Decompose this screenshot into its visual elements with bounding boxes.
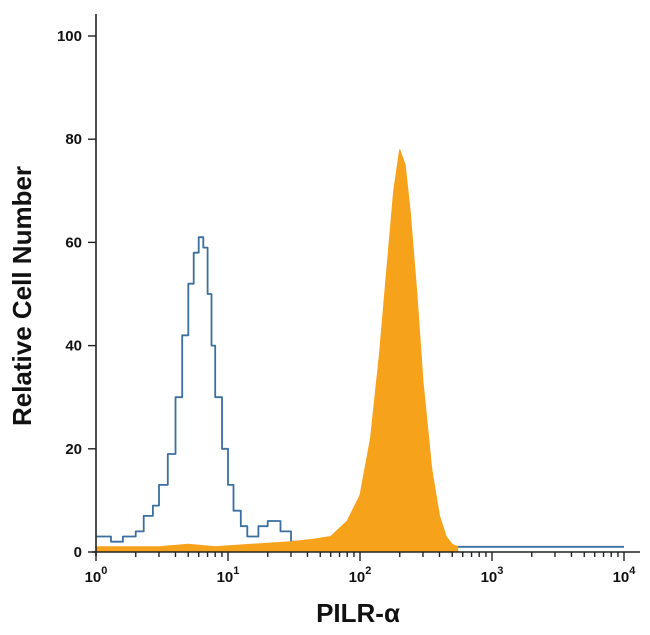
- y-tick-label-40: 40: [65, 338, 82, 355]
- histogram-series-1-filled: [95, 149, 459, 553]
- x-tick-label-3: 103: [481, 565, 504, 586]
- y-tick-label-0: 0: [74, 544, 82, 561]
- y-tick-label-100: 100: [57, 28, 82, 45]
- x-tick-label-1: 101: [217, 565, 240, 586]
- axes-layer: [92, 14, 640, 556]
- x-tick-label-0: 100: [85, 565, 108, 586]
- y-axis-title: Relative Cell Number: [7, 166, 37, 426]
- series-layer: [95, 149, 624, 553]
- y-tick-label-20: 20: [65, 441, 82, 458]
- y-tick-label-60: 60: [65, 234, 82, 251]
- x-tick-label-2: 102: [349, 565, 372, 586]
- x-axis-title: PILR-α: [316, 598, 400, 628]
- x-tick-label-4: 104: [613, 565, 637, 586]
- ticks-layer: 0 20 40 60 80 100 100 101 102 103 104: [57, 28, 636, 586]
- histogram-series-0-outline: [96, 236, 624, 548]
- y-tick-label-80: 80: [65, 131, 82, 148]
